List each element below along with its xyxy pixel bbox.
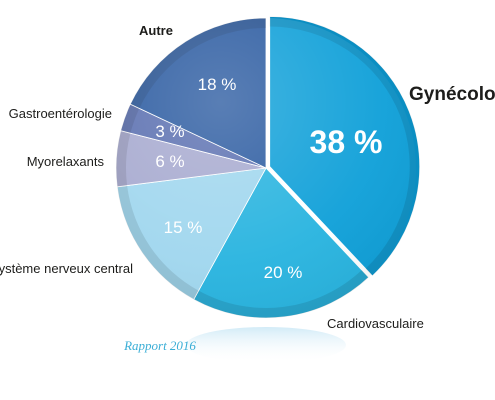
- slice-label-cardiovasculaire: Cardiovasculaire: [327, 316, 424, 331]
- slice-value-snc: 15 %: [164, 218, 203, 237]
- slice-label-snc: Système nerveux central: [0, 261, 133, 276]
- slice-value-gynecologie: 38 %: [310, 124, 383, 160]
- report-footnote: Rapport 2016: [123, 338, 196, 353]
- slice-value-autre: 18 %: [198, 75, 237, 94]
- pie-reflection: [186, 327, 346, 363]
- slice-value-gastroenterologie: 3 %: [155, 122, 184, 141]
- slice-value-myorelaxants: 6 %: [155, 152, 184, 171]
- slice-label-autre: Autre: [139, 23, 173, 38]
- slice-label-myorelaxants: Myorelaxants: [27, 154, 105, 169]
- slice-label-gynecologie: Gynécologie: [409, 84, 495, 105]
- slice-label-gastroenterologie: Gastroentérologie: [9, 106, 112, 121]
- slice-value-cardiovasculaire: 20 %: [264, 263, 303, 282]
